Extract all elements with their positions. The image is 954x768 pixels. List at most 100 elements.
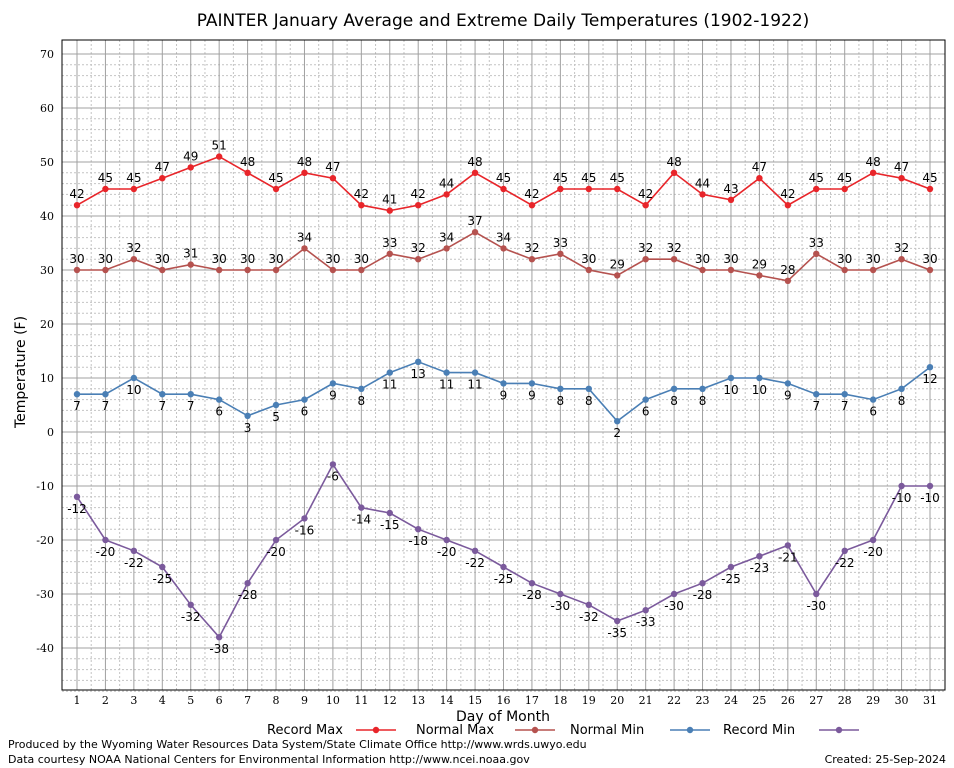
record-max-data-label: 45 — [126, 171, 141, 185]
grid-lines — [62, 40, 945, 692]
normal-min-point — [415, 358, 422, 365]
normal-max-point — [898, 256, 905, 263]
record-min-point — [272, 536, 280, 544]
normal-min-data-label: 8 — [699, 394, 707, 408]
record-min-point — [471, 547, 479, 554]
record-max-point — [471, 169, 479, 176]
x-tick-label: 11 — [354, 694, 368, 707]
normal-min-point — [159, 391, 166, 398]
normal-max-data-label: 33 — [382, 236, 397, 250]
normal-min-point — [73, 391, 81, 398]
record-min-data-label: -28 — [522, 588, 542, 602]
record-max-point — [443, 191, 450, 198]
footer-created: Created: 25-Sep-2024 — [825, 753, 946, 766]
legend-marker-normal-min — [686, 726, 694, 734]
record-max-data-label: 47 — [325, 160, 340, 174]
footer-produced-by: Produced by the Wyoming Water Resources … — [8, 738, 587, 751]
x-tick-label: 1 — [74, 694, 81, 707]
x-tick-label: 25 — [752, 694, 766, 707]
normal-min-point — [898, 385, 905, 392]
record-min-data-label: -25 — [152, 572, 172, 586]
record-max-point — [500, 185, 507, 193]
record-min-data-label: -28 — [238, 588, 258, 602]
y-tick-label: 40 — [40, 210, 54, 223]
record-max-point — [585, 185, 592, 193]
record-max-data-label: 42 — [354, 187, 369, 201]
record-min-point — [727, 563, 735, 571]
record-min-data-label: -33 — [636, 615, 656, 629]
record-max-data-label: 47 — [752, 160, 767, 174]
normal-min-data-label: 8 — [898, 394, 906, 408]
normal-min-data-label: 9 — [784, 388, 792, 402]
normal-max-point — [358, 266, 365, 274]
record-min-point — [841, 547, 848, 554]
y-axis-ticks: 70 60 50 40 30 20 10 0 -10 -20 -30 -40 — [36, 48, 54, 655]
record-min-data-label: -12 — [67, 502, 87, 516]
x-tick-label: 13 — [411, 694, 425, 707]
x-tick-label: 4 — [159, 694, 166, 707]
record-min-point — [329, 461, 337, 468]
x-tick-label: 22 — [667, 694, 681, 707]
record-max-point — [415, 202, 422, 209]
normal-min-data-label: 2 — [613, 426, 621, 440]
normal-max-data-label: 34 — [496, 230, 511, 244]
record-min-point — [415, 526, 422, 533]
y-tick-label: 60 — [40, 102, 54, 115]
normal-max-point — [471, 229, 479, 236]
normal-max-data-label: 30 — [155, 252, 170, 266]
x-tick-label: 27 — [809, 694, 823, 707]
x-tick-label: 21 — [639, 694, 653, 707]
x-tick-label: 14 — [440, 694, 454, 707]
record-max-data-label: 49 — [183, 149, 198, 163]
legend-marker-record-min — [835, 726, 843, 734]
series-lines — [73, 153, 934, 641]
normal-min-data-label: 9 — [500, 388, 508, 402]
plot-frame — [61, 39, 946, 691]
record-max-point — [642, 202, 649, 209]
record-max-point — [670, 169, 678, 176]
normal-min-data-label: 8 — [585, 394, 593, 408]
normal-max-data-label: 37 — [467, 214, 482, 228]
y-tick-label: 70 — [40, 48, 54, 61]
record-min-point — [358, 504, 365, 511]
normal-max-point — [272, 266, 280, 274]
record-max-data-label: 48 — [865, 155, 880, 169]
normal-min-data-label: 7 — [158, 399, 166, 413]
normal-min-point — [784, 380, 792, 387]
y-tick-label: -20 — [36, 534, 54, 547]
x-tick-label: 12 — [383, 694, 397, 707]
normal-min-data-label: 6 — [301, 405, 309, 419]
record-min-data-label: -30 — [551, 599, 571, 613]
normal-min-data-label: 8 — [670, 394, 678, 408]
record-min-data-label: -20 — [437, 545, 457, 559]
record-max-point — [358, 202, 365, 209]
x-tick-label: 20 — [610, 694, 624, 707]
x-tick-label: 9 — [301, 694, 308, 707]
record-min-data-label: -25 — [721, 572, 741, 586]
record-min-point — [500, 563, 507, 571]
normal-min-point — [670, 385, 678, 392]
record-max-data-label: 42 — [780, 187, 795, 201]
record-max-point — [699, 191, 706, 198]
normal-min-data-label: 13 — [411, 367, 426, 381]
normal-max-data-label: 32 — [666, 241, 681, 255]
normal-min-point — [272, 401, 280, 409]
normal-min-data-label: 10 — [723, 383, 738, 397]
normal-min-data-label: 3 — [244, 421, 252, 435]
normal-min-data-label: 7 — [841, 399, 849, 413]
x-tick-label: 10 — [326, 694, 340, 707]
normal-min-point — [386, 369, 393, 376]
normal-min-point — [727, 374, 735, 382]
normal-max-point — [727, 266, 735, 274]
record-min-data-label: -38 — [209, 642, 229, 656]
normal-max-point — [614, 272, 621, 279]
record-max-data-label: 45 — [496, 171, 511, 185]
normal-max-point — [585, 266, 592, 274]
normal-max-point — [528, 256, 536, 263]
record-min-point — [756, 553, 763, 560]
record-min-data-label: -6 — [327, 469, 339, 483]
normal-max-point — [443, 245, 450, 252]
record-min-data-label: -28 — [693, 588, 713, 602]
record-max-data-label: 45 — [553, 171, 568, 185]
